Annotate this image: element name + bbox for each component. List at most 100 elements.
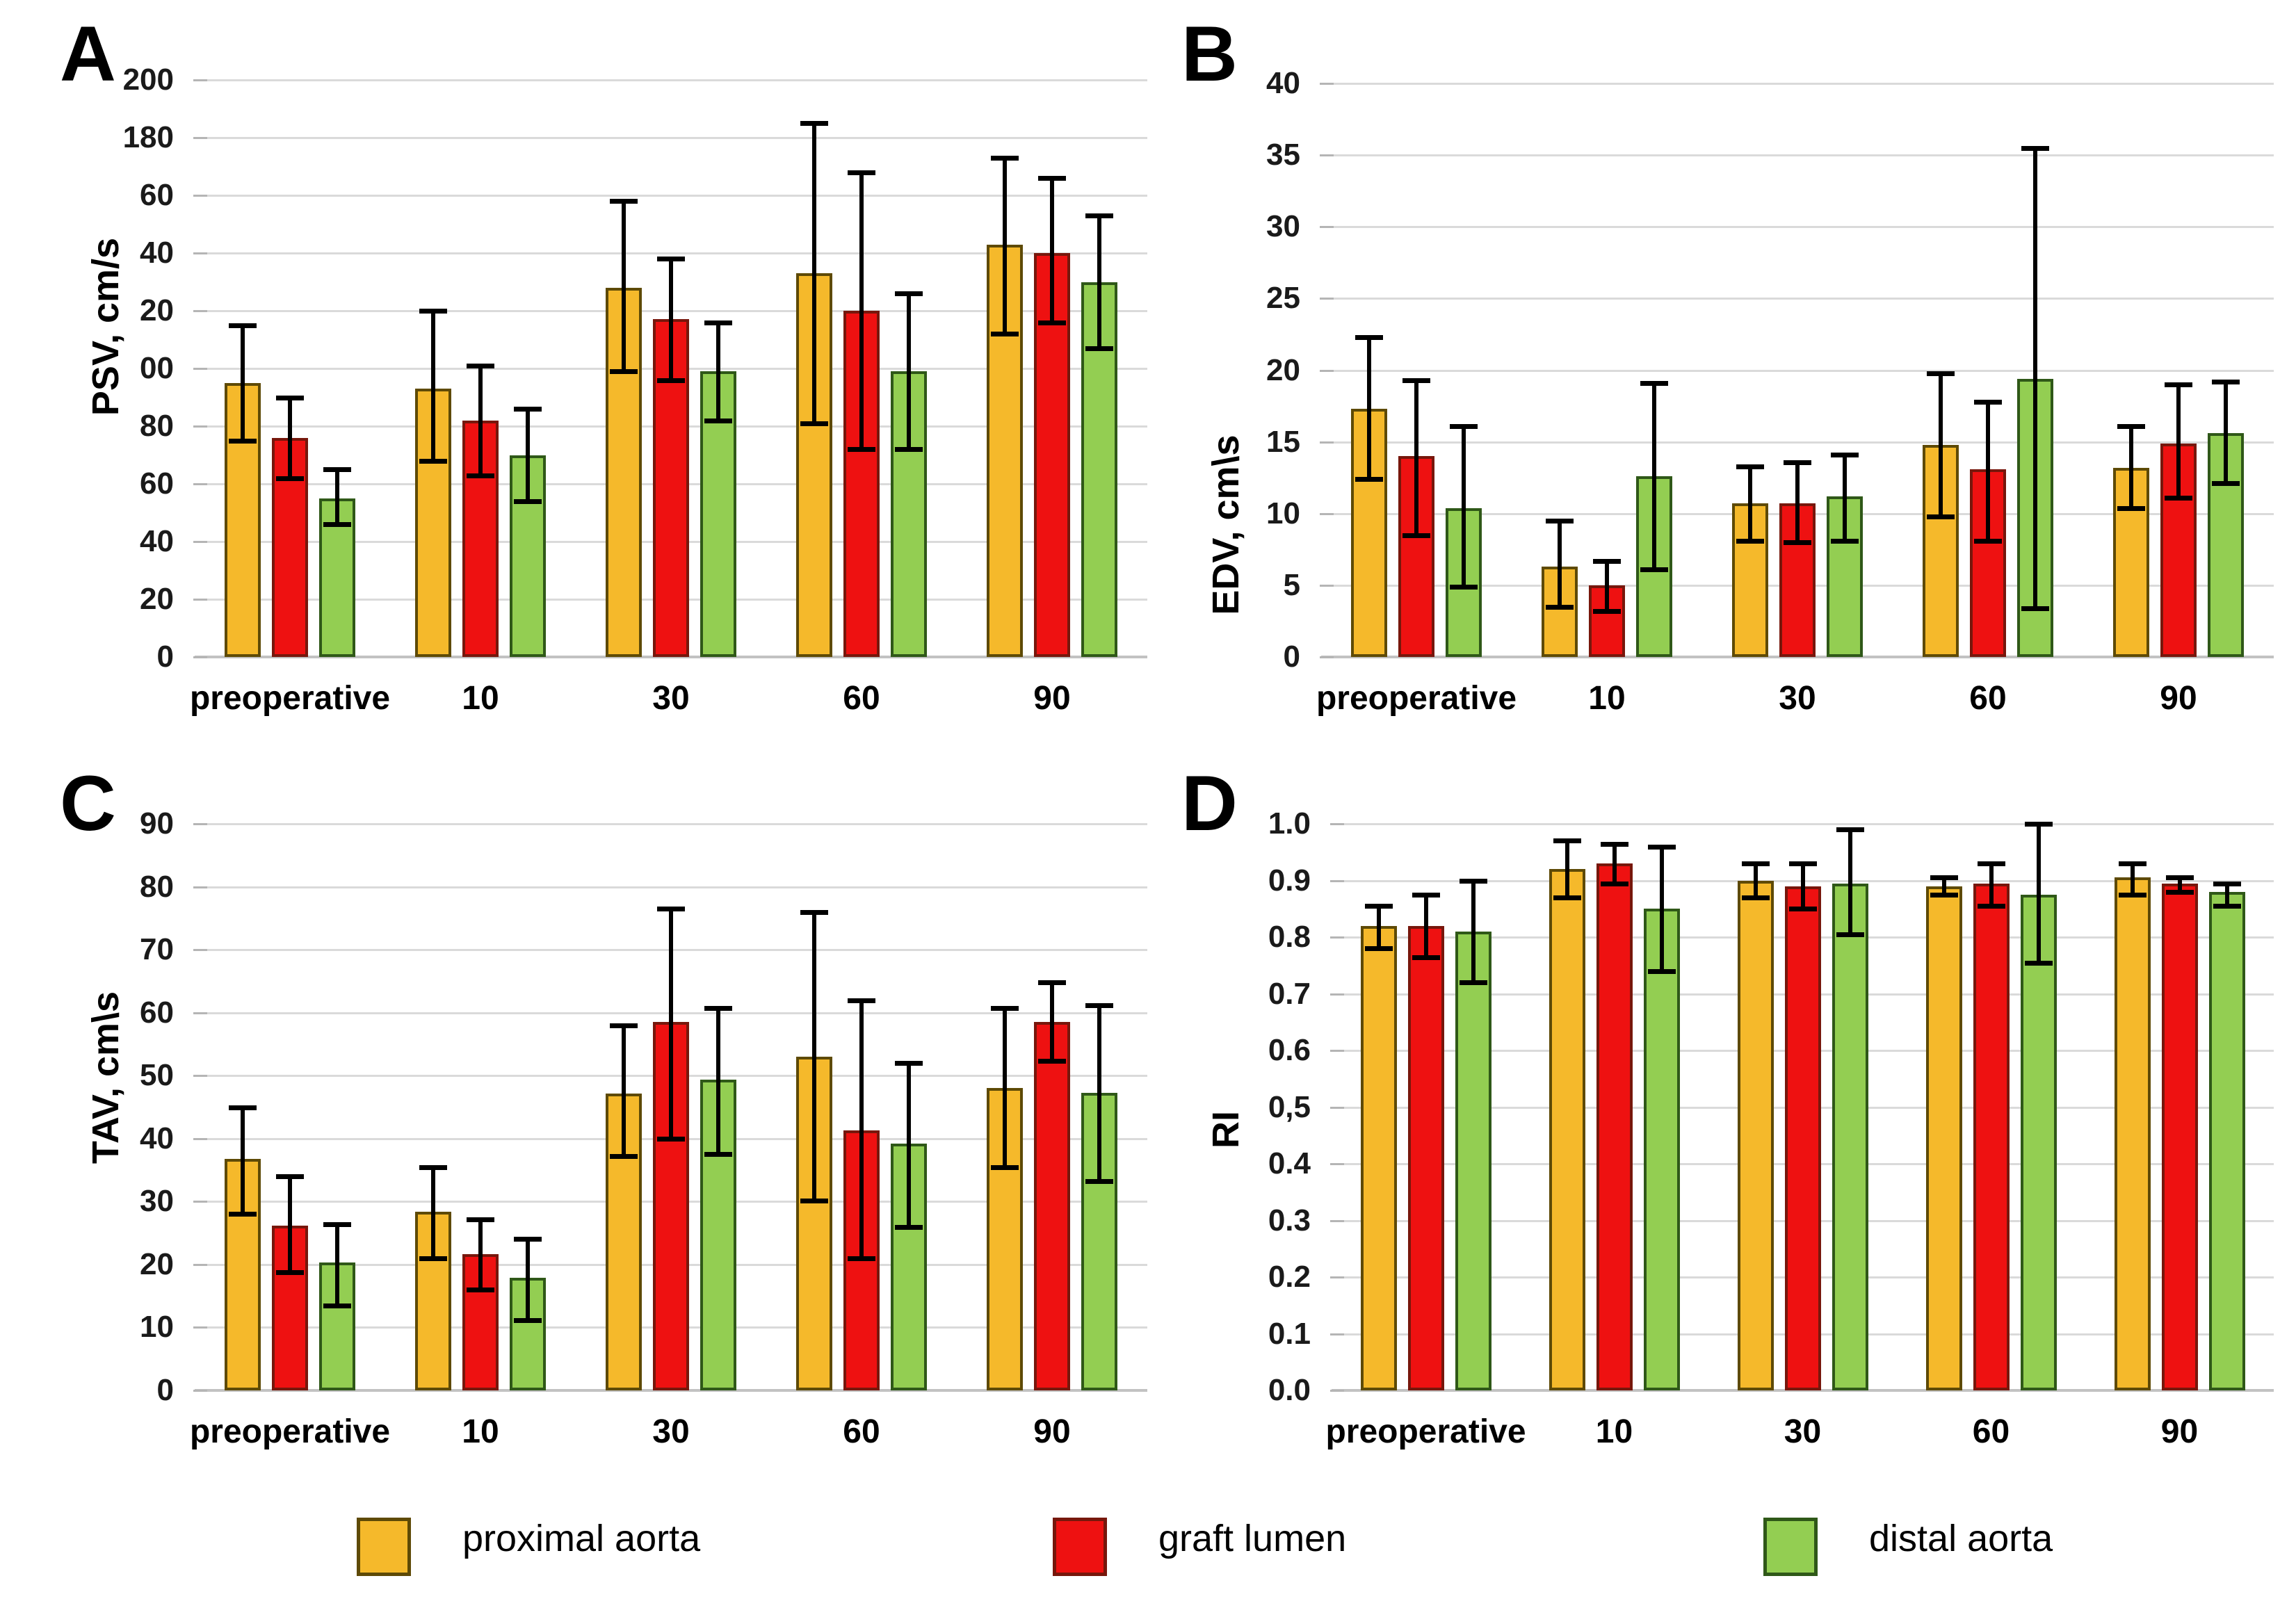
y-tick-label: 30 (1266, 209, 1300, 244)
y-tick-label: 70 (140, 932, 174, 967)
x-tick-label: 10 (1595, 1413, 1633, 1450)
error-bar-top-cap (1930, 875, 1958, 881)
error-bar-top-cap (1736, 464, 1764, 469)
error-bar-top-cap (2117, 423, 2145, 429)
y-tick-mark (1320, 154, 1334, 157)
error-bar-top-cap (704, 1006, 732, 1012)
error-bar-top-cap (1927, 371, 1955, 376)
y-tick-mark (1320, 441, 1334, 444)
error-bar-top-cap (848, 170, 875, 175)
error-bar-bottom-cap (704, 418, 732, 423)
error-bar-line (2033, 147, 2037, 608)
bar-distal-aorta-10 (1643, 909, 1680, 1390)
y-tick-label: 00 (140, 351, 174, 385)
error-bar-line (716, 1008, 720, 1155)
y-tick-mark (193, 1263, 207, 1266)
panel-ri: D RI 1.0 0.9 0.8 0.7 0.6 0,5 0.4 0.3 0.2 0.1 0.0 p… (1148, 737, 2296, 1469)
bar-graft-lumen-90 (2161, 883, 2198, 1390)
bar-distal-aorta-60 (2020, 894, 2057, 1390)
error-bar-line (1471, 880, 1476, 983)
error-bar-top-cap (2021, 145, 2049, 151)
error-bar-bottom-cap (1459, 980, 1487, 986)
gridline (1321, 441, 2274, 444)
y-tick-mark (193, 368, 207, 370)
y-tick-mark (193, 1201, 207, 1203)
error-bar-bottom-cap (2117, 505, 2145, 511)
error-bar-line (1753, 863, 1758, 898)
error-bar-line (1939, 373, 1943, 517)
error-bar-line (1462, 425, 1466, 587)
y-tick-label: 50 (140, 1058, 174, 1093)
y-tick-mark (1330, 879, 1344, 882)
legend-label-graft-lumen: graft lumen (1158, 1518, 1347, 1559)
y-tick-mark (193, 599, 207, 601)
error-bar-bottom-cap (704, 1152, 732, 1158)
error-bar-top-cap (1836, 827, 1864, 833)
error-bar-bottom-cap (1412, 955, 1440, 960)
y-tick-mark (193, 656, 207, 658)
error-bar-line (1848, 829, 1852, 934)
y-tick-mark (193, 1137, 207, 1140)
error-bar-bottom-cap (1355, 477, 1383, 482)
y-tick-mark (193, 1390, 207, 1392)
error-bar-bottom-cap (467, 1288, 494, 1293)
y-tick-mark (1330, 823, 1344, 825)
error-bar-bottom-cap (419, 458, 447, 464)
gridline (1321, 83, 2274, 85)
error-bar-top-cap (895, 291, 923, 297)
gridline (195, 137, 1147, 139)
bar-proximal-aorta-30 (1737, 880, 1774, 1390)
error-bar-bottom-cap (1784, 540, 1811, 545)
y-tick-label: 0.9 (1268, 863, 1311, 898)
bar-distal-aorta-preoperative (1455, 931, 1491, 1390)
y-tick-mark (193, 252, 207, 254)
error-bar-line (1050, 178, 1054, 323)
error-bar-line (241, 325, 245, 441)
error-bar-top-cap (657, 907, 685, 912)
y-tick-mark (1320, 656, 1334, 658)
bar-graft-lumen-90 (1034, 1022, 1070, 1390)
y-tick-label: 0.1 (1268, 1316, 1311, 1351)
error-bar-line (526, 1238, 530, 1320)
error-bar-bottom-cap (1364, 946, 1393, 952)
error-bar-top-cap (610, 199, 638, 204)
error-bar-line (812, 911, 816, 1201)
error-bar-bottom-cap (1977, 904, 2005, 909)
panel-psv: A PSV, cm/s 200 180 60 40 20 00 80 60 40 20 0 preo… (0, 0, 1148, 737)
error-bar-bottom-cap (657, 377, 685, 383)
error-bar-top-cap (1038, 980, 1066, 986)
y-tick-mark (193, 79, 207, 81)
gridline (1321, 298, 2274, 300)
error-bar-line (2130, 863, 2135, 895)
error-bar-line (1989, 863, 1994, 907)
x-tick-label: preoperative (189, 1413, 391, 1450)
error-bar-top-cap (1640, 381, 1668, 387)
error-bar-top-cap (1085, 213, 1113, 219)
error-bar-bottom-cap (1741, 895, 1770, 900)
y-tick-label: 80 (140, 409, 174, 443)
y-tick-label: 60 (140, 995, 174, 1030)
error-bar-top-cap (895, 1061, 923, 1066)
y-tick-mark (193, 1326, 207, 1329)
error-bar-bottom-cap (276, 1269, 304, 1275)
error-bar-top-cap (514, 1236, 542, 1242)
x-tick-label: 10 (462, 1413, 499, 1450)
y-tick-label: 90 (140, 806, 174, 840)
x-tick-label: 90 (1033, 1413, 1071, 1450)
x-tick-label: 10 (462, 680, 499, 717)
y-tick-label: 20 (140, 1246, 174, 1281)
error-bar-bottom-cap (2024, 960, 2053, 966)
error-bar-bottom-cap (1593, 609, 1621, 614)
error-bar-top-cap (2165, 382, 2192, 388)
error-bar-line (1800, 863, 1805, 909)
error-bar-bottom-cap (1038, 1059, 1066, 1064)
y-tick-label: 0 (1283, 640, 1300, 674)
gridline (195, 195, 1147, 197)
bar-graft-lumen-30 (653, 319, 689, 657)
x-tick-label: preoperative (189, 680, 391, 717)
error-bar-top-cap (2165, 875, 2194, 881)
error-bar-top-cap (1593, 558, 1621, 564)
error-bar-top-cap (1788, 861, 1817, 867)
error-bar-bottom-cap (1038, 320, 1066, 325)
